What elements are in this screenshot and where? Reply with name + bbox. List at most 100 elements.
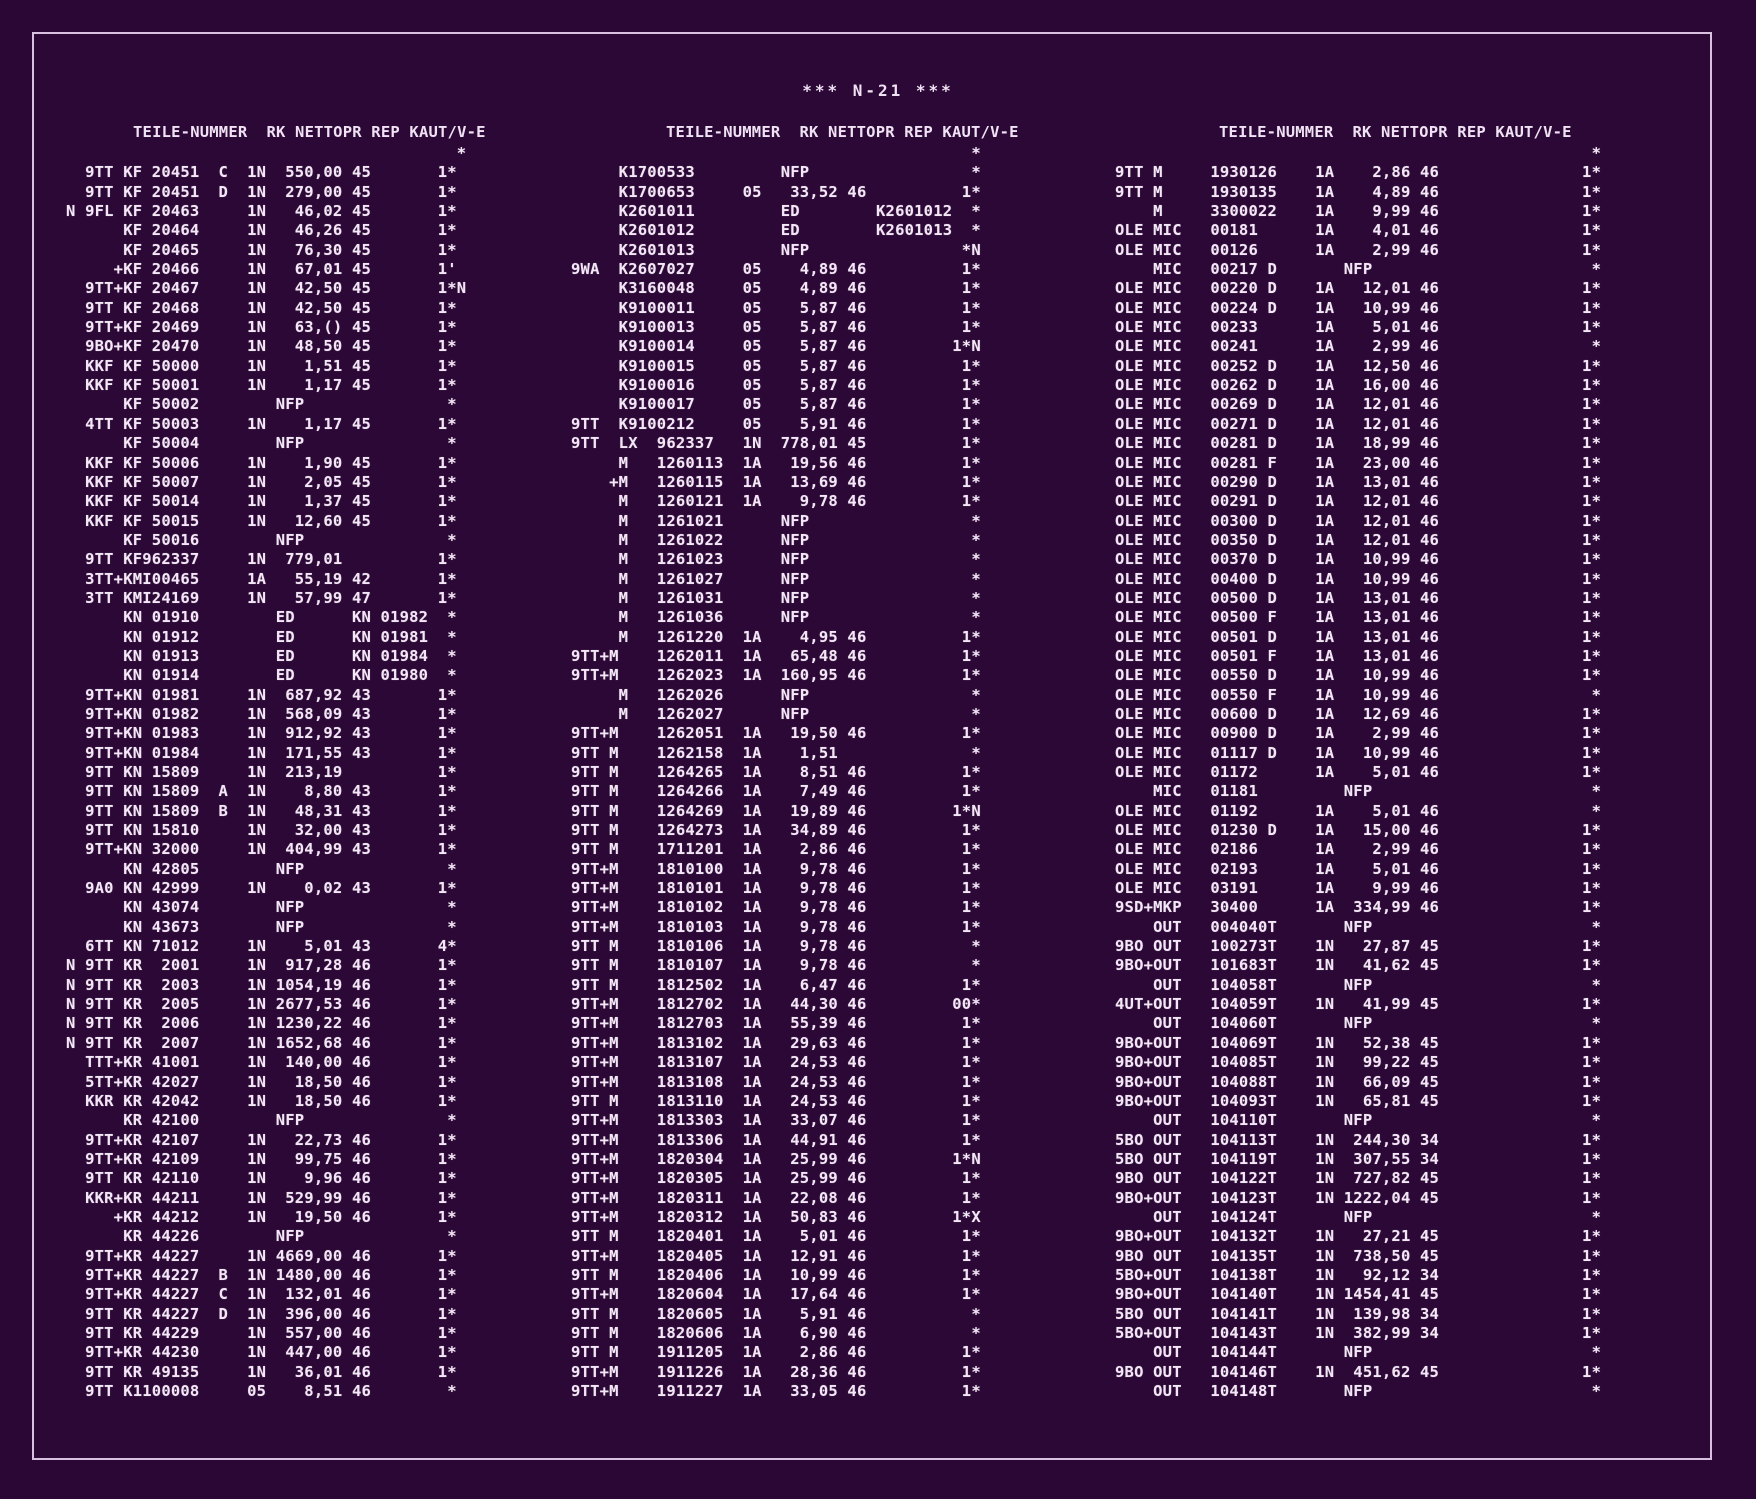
parts-row: M 1262026 NFP * bbox=[571, 685, 981, 704]
parts-row: 9TT+M 1820311 1A 22,08 46 1* bbox=[571, 1188, 981, 1207]
parts-row: 9TT+KN 01984 1N 171,55 43 1* bbox=[66, 743, 457, 762]
parts-row: 9BO OUT 104146T 1N 451,62 45 1* bbox=[1115, 1362, 1602, 1381]
parts-row: 9TT M 1264265 1A 8,51 46 1* bbox=[571, 763, 981, 781]
parts-row: 9TT M 1930126 1A 2,86 46 1* bbox=[1115, 163, 1602, 182]
parts-row: 9TT+M 1820604 1A 17,64 46 1* bbox=[571, 1285, 981, 1304]
parts-row: 9TT KF 20451 C 1N 550,00 45 1* bbox=[66, 163, 457, 182]
parts-row: OLE MIC 00550 D 1A 10,99 46 1* bbox=[1115, 666, 1602, 685]
parts-row: +KR 44212 1N 19,50 46 1* bbox=[66, 1207, 457, 1226]
parts-row: 9TT KN 15809 1N 213,19 1* bbox=[66, 763, 457, 781]
parts-row: 9TT M 1813110 1A 24,53 46 1* bbox=[571, 1091, 981, 1110]
parts-row: MIC 01181 NFP * bbox=[1115, 782, 1602, 801]
parts-row: N 9TT KR 2005 1N 2677,53 46 1* bbox=[66, 995, 457, 1014]
parts-row: 9BO+OUT 104123T 1N 1222,04 45 1* bbox=[1115, 1188, 1602, 1207]
parts-row: 9TT+M 1820312 1A 50,83 46 1*X bbox=[571, 1207, 981, 1226]
parts-row: MIC 00217 D NFP * bbox=[1115, 260, 1602, 279]
parts-row: KKR KR 42042 1N 18,50 46 1* bbox=[66, 1091, 457, 1110]
parts-row: 9TT M 1911205 1A 2,86 46 1* bbox=[571, 1343, 981, 1362]
parts-row: 6TT KN 71012 1N 5,01 43 4* bbox=[66, 937, 457, 956]
parts-row: KN 01914 ED KN 01980 * bbox=[66, 666, 457, 685]
parts-row: 9TT+M 1810102 1A 9,78 46 1* bbox=[571, 898, 981, 917]
parts-row: 9TT+KF 20469 1N 63,() 45 1* bbox=[66, 318, 457, 337]
parts-row: OLE MIC 03191 1A 9,99 46 1* bbox=[1115, 879, 1602, 898]
parts-row: KKF KF 50000 1N 1,51 45 1* bbox=[66, 356, 457, 375]
parts-row: KF 50004 NFP * bbox=[66, 434, 457, 453]
parts-row: 5BO OUT 104141T 1N 139,98 34 1* bbox=[1115, 1304, 1602, 1323]
parts-row: 9TT+KR 42109 1N 99,75 46 1* bbox=[66, 1149, 457, 1168]
parts-row: 9TT LX 962337 1N 778,01 45 1* bbox=[571, 434, 981, 453]
parts-row: 5BO OUT 104113T 1N 244,30 34 1* bbox=[1115, 1130, 1602, 1149]
parts-row: OLE MIC 00181 1A 4,01 46 1* bbox=[1115, 221, 1602, 240]
parts-row: OLE MIC 00500 F 1A 13,01 46 1* bbox=[1115, 608, 1602, 627]
parts-row: OLE MIC 00291 D 1A 12,01 46 1* bbox=[1115, 492, 1602, 511]
parts-row: 5BO+OUT 104143T 1N 382,99 34 1* bbox=[1115, 1323, 1602, 1342]
parts-row: 9BO OUT 100273T 1N 27,87 45 1* bbox=[1115, 937, 1602, 956]
parts-row: KKF KF 50006 1N 1,90 45 1* bbox=[66, 453, 457, 472]
parts-row: K9100014 05 5,87 46 1*N bbox=[571, 337, 981, 356]
column-header-1: TEILE-NUMMER RK NETTOPR REP KAUT/V-E bbox=[133, 123, 486, 141]
parts-row: 9A0 KN 42999 1N 0,02 43 1* bbox=[66, 879, 457, 898]
parts-row: 9TT+KR 44227 1N 4669,00 46 1* bbox=[66, 1246, 457, 1265]
parts-row: KN 42805 NFP * bbox=[66, 859, 457, 878]
parts-row: KN 43074 NFP * bbox=[66, 898, 457, 917]
parts-row: N 9FL KF 20463 1N 46,02 45 1* bbox=[66, 202, 457, 221]
parts-row: 9TT+KR 42107 1N 22,73 46 1* bbox=[66, 1130, 457, 1149]
parts-row: 9TT M 1810106 1A 9,78 46 * bbox=[571, 937, 981, 956]
parts-row: M 3300022 1A 9,99 46 1* bbox=[1115, 202, 1602, 221]
parts-row: K1700653 05 33,52 46 1* bbox=[571, 182, 981, 201]
parts-row: 9TT+M 1262051 1A 19,50 46 1* bbox=[571, 724, 981, 743]
parts-row: OLE MIC 00271 D 1A 12,01 46 1* bbox=[1115, 414, 1602, 433]
parts-row: OUT 104144T NFP * bbox=[1115, 1343, 1602, 1362]
parts-row: KF 20465 1N 76,30 45 1* bbox=[66, 240, 457, 259]
parts-row: * bbox=[66, 144, 467, 162]
parts-row: KN 43673 NFP * bbox=[66, 917, 457, 936]
parts-row: 9TT+M 1813107 1A 24,53 46 1* bbox=[571, 1053, 981, 1072]
parts-row: 9TT M 1264273 1A 34,89 46 1* bbox=[571, 821, 981, 840]
parts-row: 9BO+OUT 104140T 1N 1454,41 45 1* bbox=[1115, 1285, 1602, 1304]
parts-row: KKF KF 50014 1N 1,37 45 1* bbox=[66, 492, 457, 511]
parts-row: 3TT+KMI00465 1A 55,19 42 1* bbox=[66, 569, 457, 588]
parts-row: 9TT+KR 44227 C 1N 132,01 46 1* bbox=[66, 1285, 457, 1304]
parts-row: KF 20464 1N 46,26 45 1* bbox=[66, 221, 457, 240]
parts-row: 9BO OUT 104135T 1N 738,50 45 1* bbox=[1115, 1246, 1602, 1265]
parts-row: KN 01913 ED KN 01984 * bbox=[66, 646, 457, 665]
parts-column-3: * 9TT M 1930126 1A 2,86 46 1* 9TT M 193013… bbox=[1115, 144, 1601, 1401]
parts-row: 3TT KMI24169 1N 57,99 47 1* bbox=[66, 588, 457, 607]
parts-row: 9BO+KF 20470 1N 48,50 45 1* bbox=[66, 337, 457, 356]
parts-row: OLE MIC 00500 D 1A 13,01 46 1* bbox=[1115, 588, 1602, 607]
parts-row: N 9TT KR 2001 1N 917,28 46 1* bbox=[66, 956, 457, 975]
parts-row: M 1260121 1A 9,78 46 1* bbox=[571, 492, 981, 511]
parts-row: 9TT M 1820401 1A 5,01 46 1* bbox=[571, 1227, 981, 1246]
parts-row: OLE MIC 00300 D 1A 12,01 46 1* bbox=[1115, 511, 1602, 530]
parts-row: 9TT+M 1820405 1A 12,91 46 1* bbox=[571, 1246, 981, 1265]
parts-row: KF 50016 NFP * bbox=[66, 530, 457, 549]
parts-row: 5BO OUT 104119T 1N 307,55 34 1* bbox=[1115, 1149, 1602, 1168]
parts-row: 9TT+M 1911226 1A 28,36 46 1* bbox=[571, 1362, 981, 1381]
parts-row: 9TT+M 1813108 1A 24,53 46 1* bbox=[571, 1072, 981, 1091]
parts-row: 9TT+M 1820304 1A 25,99 46 1*N bbox=[571, 1149, 981, 1168]
parts-row: K2601012 ED K2601013 * bbox=[571, 221, 981, 240]
parts-row: 9BO+OUT 104088T 1N 66,09 45 1* bbox=[1115, 1072, 1602, 1091]
parts-row: OLE MIC 01172 1A 5,01 46 1* bbox=[1115, 763, 1602, 781]
parts-row: 9TT KN 15810 1N 32,00 43 1* bbox=[66, 821, 457, 840]
parts-row: * bbox=[571, 144, 981, 162]
parts-row: 9TT+M 1262011 1A 65,48 46 1* bbox=[571, 646, 981, 665]
parts-row: K9100013 05 5,87 46 1* bbox=[571, 318, 981, 337]
parts-row: OLE MIC 01117 D 1A 10,99 46 1* bbox=[1115, 743, 1602, 762]
parts-row: KF 50002 NFP * bbox=[66, 395, 457, 414]
parts-row: 9TT+KR 44230 1N 447,00 46 1* bbox=[66, 1343, 457, 1362]
parts-row: OLE MIC 00233 1A 5,01 46 1* bbox=[1115, 318, 1602, 337]
parts-row: 9WA K2607027 05 4,89 46 1* bbox=[571, 260, 981, 279]
parts-row: OLE MIC 01192 1A 5,01 46 * bbox=[1115, 801, 1602, 820]
parts-row: 9TT+M 1812702 1A 44,30 46 00* bbox=[571, 995, 981, 1014]
parts-row: M 1261022 NFP * bbox=[571, 530, 981, 549]
parts-row: OLE MIC 00600 D 1A 12,69 46 1* bbox=[1115, 704, 1602, 723]
parts-row: M 1261027 NFP * bbox=[571, 569, 981, 588]
parts-row: M 1261021 NFP * bbox=[571, 511, 981, 530]
parts-row: 9TT KF962337 1N 779,01 1* bbox=[66, 550, 457, 569]
parts-row: K1700533 NFP * bbox=[571, 163, 981, 182]
parts-row: M 1260113 1A 19,56 46 1* bbox=[571, 453, 981, 472]
parts-row: OLE MIC 00126 1A 2,99 46 1* bbox=[1115, 240, 1602, 259]
parts-row: KN 01910 ED KN 01982 * bbox=[66, 608, 457, 627]
page-title: *** N-21 *** bbox=[802, 81, 954, 100]
